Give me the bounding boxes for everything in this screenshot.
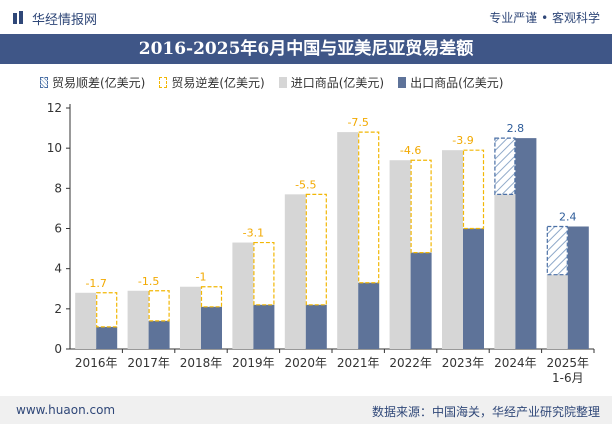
export-bar — [515, 138, 537, 349]
legend-label-surplus: 贸易顺差(亿美元) — [52, 75, 146, 90]
surplus-box — [546, 225, 568, 276]
deficit-box — [96, 292, 118, 328]
footer-url: www.huaon.com — [16, 403, 116, 417]
deficit-label: -1 — [196, 271, 207, 284]
y-tick-label: 8 — [54, 181, 62, 195]
top-bar: 华经情报网 专业严谨 • 客观科学 — [0, 0, 612, 34]
x-tick-label: 2017年 — [127, 356, 170, 370]
x-tick-label: 2019年 — [232, 356, 275, 370]
export-bar — [463, 228, 484, 349]
export-bar — [253, 304, 275, 349]
y-tick-label: 2 — [54, 302, 62, 316]
export-bar — [358, 282, 380, 349]
chart-plot: 0 2 4 6 8 10 12 -1.7 2016年 -1.5 2017年 -1 2018年 -3.1 20… — [47, 101, 595, 385]
deficit-box — [148, 290, 170, 322]
deficit-label: -5.5 — [295, 178, 316, 191]
x-tick-label: 1-6月 — [552, 371, 584, 385]
x-tick-label: 2022年 — [389, 356, 432, 370]
x-tick-label: 2016年 — [75, 356, 118, 370]
legend-item-export: 出口商品(亿美元) — [398, 74, 504, 91]
import-bar — [127, 290, 149, 349]
y-tick-label: 6 — [54, 222, 62, 236]
import-bar — [337, 132, 359, 349]
deficit-label: -3.9 — [452, 134, 473, 147]
x-tick-label: 2021年 — [337, 356, 380, 370]
import-bar — [389, 160, 411, 349]
y-tick-label: 12 — [47, 101, 62, 115]
y-tick-label: 4 — [54, 262, 62, 276]
x-tick-label: 2023年 — [442, 356, 485, 370]
export-bar — [410, 252, 432, 349]
deficit-box — [358, 131, 380, 284]
legend-item-import: 进口商品(亿美元) — [278, 74, 385, 91]
deficit-box — [253, 241, 275, 306]
export-bar — [567, 226, 589, 349]
export-bar — [201, 306, 222, 349]
deficit-label: -4.6 — [400, 144, 421, 157]
legend-item-deficit: 贸易逆差(亿美元) — [159, 74, 265, 91]
title-bar — [0, 34, 612, 64]
import-bar — [546, 274, 568, 349]
deficit-box — [462, 149, 485, 230]
y-tick-label: 0 — [54, 342, 62, 356]
chart-title: 2016-2025年6月中国与亚美尼亚贸易差额 — [138, 39, 474, 59]
deficit-box — [410, 159, 432, 254]
import-bar — [442, 150, 463, 349]
legend-label-import: 进口商品(亿美元) — [290, 75, 385, 90]
deficit-label: -3.1 — [243, 227, 264, 240]
export-bar — [96, 326, 118, 349]
surplus-label: 2.4 — [559, 210, 577, 223]
deficit-box — [200, 286, 223, 308]
surplus-label: 2.8 — [507, 122, 525, 135]
x-tick-label: 2018年 — [180, 356, 223, 370]
x-tick-label: 2024年 — [494, 356, 537, 370]
legend: 贸易顺差(亿美元) 贸易逆差(亿美元) 进口商品(亿美元) 出口商品(亿美元) — [40, 72, 504, 92]
legend-swatch-export — [398, 76, 407, 88]
legend-swatch-surplus — [40, 76, 48, 88]
logo-icon — [13, 11, 23, 24]
brand-name: 华经情报网 — [32, 13, 98, 28]
deficit-label: -1.5 — [138, 275, 159, 288]
import-bar — [232, 242, 254, 349]
legend-item-surplus: 贸易顺差(亿美元) — [40, 74, 145, 91]
import-bar — [494, 194, 516, 349]
footer-bar — [0, 396, 612, 424]
legend-label-export: 出口商品(亿美元) — [410, 75, 504, 90]
y-tick-label: 10 — [47, 141, 62, 155]
tagline: 专业严谨 • 客观科学 — [489, 11, 600, 25]
import-bar — [180, 286, 201, 349]
export-bar — [148, 320, 170, 349]
import-bar — [75, 292, 97, 349]
footer-source: 数据来源：中国海关，华经产业研究院整理 — [371, 405, 600, 419]
deficit-box — [305, 193, 327, 306]
surplus-box — [494, 137, 516, 195]
legend-swatch-deficit — [159, 76, 168, 88]
legend-swatch-import — [278, 76, 287, 88]
deficit-label: -1.7 — [85, 277, 106, 290]
export-bar — [305, 304, 327, 349]
x-tick-label: 2025年 — [547, 356, 590, 370]
deficit-label: -7.5 — [347, 116, 368, 129]
x-tick-label: 2020年 — [285, 356, 328, 370]
legend-label-deficit: 贸易逆差(亿美元) — [171, 75, 265, 90]
import-bar — [284, 194, 306, 349]
